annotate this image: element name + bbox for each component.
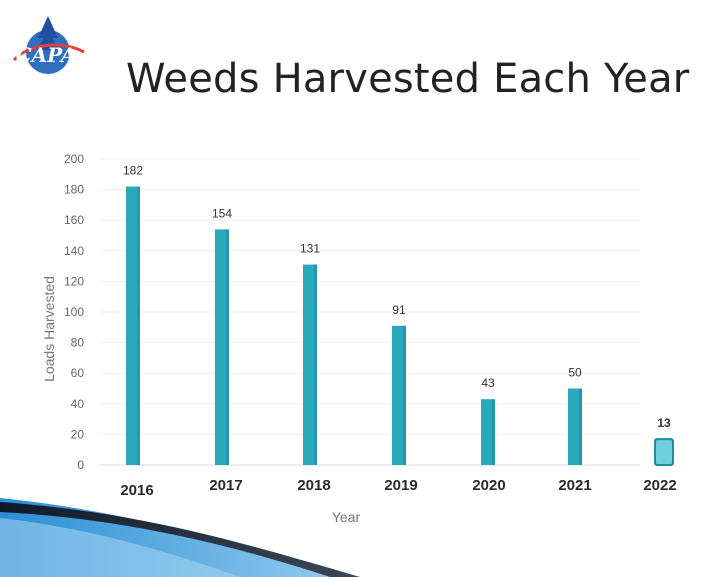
x-tick-label: 2022 [643,477,676,494]
slide-title: Weeds Harvested Each Year [126,56,690,102]
x-axis-title: Year [332,509,361,525]
bar-shade [403,325,406,465]
y-tick-label: 60 [71,366,85,380]
bar-2017 [215,229,229,465]
bar-shade [226,229,229,465]
y-tick-label: 140 [64,244,84,258]
bar-2020 [481,399,495,465]
y-tick-label: 160 [64,213,84,227]
logo-text: CAPA [16,43,77,67]
bar-shade [492,399,495,465]
chart-bars [126,186,674,466]
y-axis-ticks: 0 20 40 60 80 100 120 140 160 180 200 [64,152,84,472]
bar-2019 [392,325,406,465]
chart-grid [100,158,640,466]
bar-shade [579,388,582,465]
x-tick-label: 2020 [472,477,505,494]
y-tick-label: 20 [71,427,85,441]
y-tick-label: 0 [77,458,84,472]
bar-2021 [568,388,582,465]
data-label: 43 [481,376,495,390]
x-tick-label: 2021 [558,477,591,494]
data-label: 13 [657,416,671,430]
y-tick-label: 180 [64,183,84,197]
data-label: 131 [300,242,320,256]
data-label: 154 [212,206,232,220]
bar-shade [314,264,317,465]
y-tick-label: 120 [64,274,84,288]
logo-tree [36,16,60,50]
data-label: 182 [123,164,143,178]
x-tick-label: 2016 [120,482,153,499]
data-label: 50 [568,366,582,380]
x-tick-label: 2017 [209,477,242,494]
x-tick-label: 2019 [384,477,417,494]
bar-2018 [303,264,317,465]
y-tick-label: 100 [64,305,84,319]
bar-shade [137,186,140,466]
x-axis-categories: 2016 2017 2018 2019 2020 2021 2022 [120,477,676,499]
y-tick-label: 200 [64,152,84,166]
y-tick-label: 80 [71,336,85,350]
data-label: 91 [392,303,406,317]
bar-2016 [126,186,140,466]
y-tick-label: 40 [71,397,85,411]
logo-globe [26,30,70,74]
x-tick-label: 2018 [297,477,330,494]
bar-2022 [654,438,674,466]
capa-logo-icon: CAPA [12,16,85,74]
logo-swirl [12,43,85,62]
data-labels: 182 154 131 91 43 50 13 [123,164,671,431]
y-axis-title: Loads Harvested [41,276,57,382]
